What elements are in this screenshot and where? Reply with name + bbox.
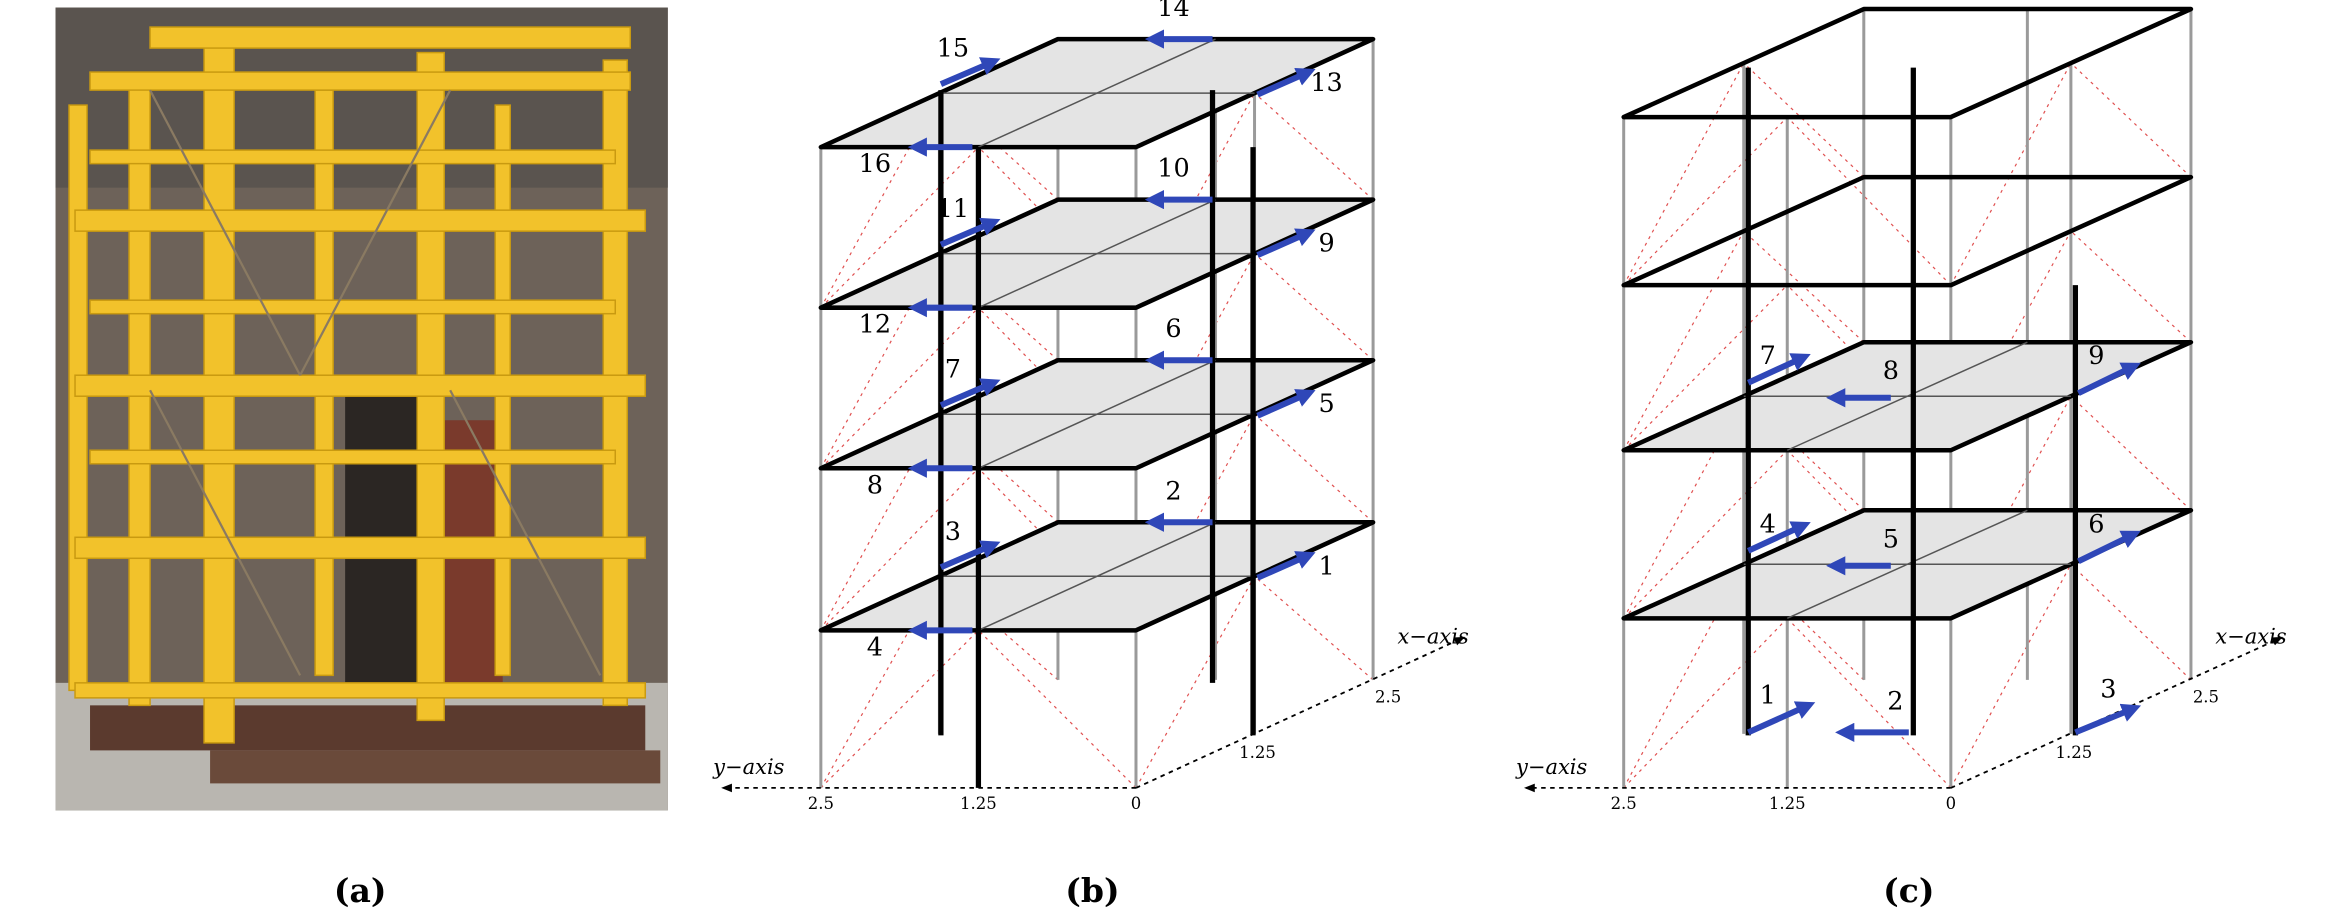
label: x−axis: [1397, 624, 1469, 648]
label: 1: [1760, 680, 1776, 710]
force-arrow: [1256, 67, 1316, 98]
label: y−axis: [1515, 755, 1588, 779]
label: 3: [2100, 674, 2116, 704]
brace: [1950, 564, 2072, 789]
label: (c): [1883, 871, 1934, 908]
brace: [1254, 253, 1374, 361]
label: 6: [1165, 314, 1181, 344]
force-arrow: [939, 57, 1001, 87]
label: 9: [2088, 341, 2104, 371]
brace: [1743, 230, 1865, 343]
label: 9: [1318, 229, 1334, 259]
label: 1.25: [2056, 743, 2093, 762]
label: 0: [1946, 794, 1957, 813]
force-arrow: [1747, 701, 1816, 736]
label: 15: [937, 34, 969, 64]
photo: [55, 7, 668, 811]
x-axis: [1135, 636, 1466, 789]
label: 10: [1157, 154, 1189, 184]
force-arrow: [1256, 228, 1316, 258]
brace: [1254, 575, 1374, 681]
force-arrow: [2077, 362, 2141, 396]
label: 1.25: [960, 794, 997, 813]
brace: [2070, 230, 2192, 343]
slab: [1621, 6, 2194, 120]
brace: [1623, 62, 1745, 286]
force-arrow: [2074, 703, 2142, 736]
brace: [1786, 617, 1952, 789]
force-arrow: [1256, 389, 1316, 419]
force-arrow: [2077, 530, 2141, 564]
label: 16: [859, 149, 891, 179]
label: 4: [1760, 509, 1776, 539]
brace: [1786, 116, 1952, 286]
force-arrow: [1746, 521, 1811, 554]
label: 5: [1318, 389, 1334, 419]
brace: [1950, 395, 2072, 619]
label: 5: [1883, 524, 1899, 554]
label: x−axis: [2215, 624, 2287, 648]
label: (b): [1065, 871, 1119, 908]
label: 2.5: [1375, 687, 1401, 706]
brace: [820, 629, 979, 789]
label: 6: [2088, 509, 2104, 539]
brace: [1623, 617, 1788, 789]
slab: [1621, 174, 2194, 288]
label: 2: [1887, 686, 1903, 716]
label: 2.5: [2193, 687, 2219, 706]
label: 4: [867, 632, 883, 662]
brace: [1743, 563, 1865, 681]
force-arrow: [1256, 551, 1316, 581]
label: 13: [1310, 68, 1342, 98]
force-arrow: [1746, 353, 1811, 386]
label: 1: [1318, 551, 1334, 581]
label: 7: [945, 355, 961, 385]
force-arrow: [939, 378, 1001, 408]
label: 12: [859, 310, 891, 340]
label: 8: [867, 470, 883, 500]
label: (a): [334, 871, 387, 908]
brace: [1135, 413, 1256, 631]
brace: [1950, 62, 2072, 286]
brace: [2070, 62, 2192, 178]
label: 11: [937, 194, 969, 224]
brace: [1135, 576, 1256, 789]
brace: [820, 576, 940, 789]
label: y−axis: [712, 755, 785, 779]
brace: [1254, 92, 1374, 201]
brace: [1623, 284, 1788, 451]
label: 8: [1883, 356, 1899, 386]
force-arrow: [939, 540, 1001, 571]
brace: [820, 467, 979, 631]
brace: [2070, 395, 2192, 511]
label: 1.25: [1239, 743, 1276, 762]
brace: [2070, 563, 2192, 681]
label: 0: [1131, 794, 1142, 813]
brace: [1623, 116, 1788, 286]
label: 1.25: [1769, 794, 1806, 813]
label: 14: [1157, 0, 1189, 23]
force-arrow: [939, 217, 1001, 248]
label: 7: [1760, 341, 1776, 371]
label: 3: [945, 517, 961, 547]
brace: [1743, 62, 1865, 178]
label: 2.5: [1611, 794, 1637, 813]
brace: [1623, 449, 1788, 619]
label: 2: [1165, 476, 1181, 506]
brace: [1254, 413, 1374, 523]
label: 2.5: [808, 794, 834, 813]
